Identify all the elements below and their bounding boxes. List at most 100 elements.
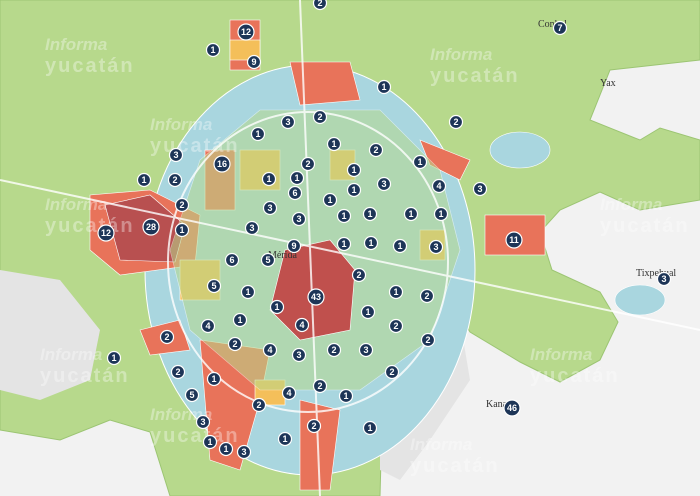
marker: 1: [232, 312, 248, 328]
marker-label: 2: [317, 381, 322, 391]
marker: 2: [448, 114, 464, 130]
marker-dot: [326, 136, 342, 152]
marker-dot: [246, 54, 262, 70]
marker-dot: [656, 271, 672, 287]
marker-dot: [428, 239, 444, 255]
marker: 1: [336, 208, 352, 224]
watermark: Informa: [150, 115, 212, 134]
place-label: Conkal: [538, 19, 567, 30]
grey-area: [0, 270, 100, 400]
marker: 1: [240, 284, 256, 300]
marker-dot: [232, 312, 248, 328]
marker: 3: [376, 176, 392, 192]
marker: 2: [312, 0, 328, 11]
marker: 2: [384, 364, 400, 380]
marker-label: 46: [507, 403, 517, 413]
marker-label: 1: [179, 225, 184, 235]
marker-dot: [240, 284, 256, 300]
marker: 4: [431, 178, 447, 194]
marker: 2: [167, 172, 183, 188]
marker: 2: [351, 267, 367, 283]
marker-label: 2: [232, 339, 237, 349]
marker-label: 3: [296, 214, 301, 224]
marker: 3: [280, 114, 296, 130]
marker-label: 4: [436, 181, 441, 191]
marker: 3: [428, 239, 444, 255]
marker-label: 2: [389, 367, 394, 377]
marker-dot: [376, 176, 392, 192]
marker: 1: [269, 299, 285, 315]
watermark: Informa: [600, 195, 662, 214]
marker-dot: [195, 414, 211, 430]
marker: 1: [206, 371, 222, 387]
marker-label: 2: [424, 291, 429, 301]
marker-label: 2: [331, 345, 336, 355]
marker: 1: [362, 420, 378, 436]
marker-label: 5: [211, 281, 216, 291]
marker: 1: [261, 171, 277, 187]
marker: 1: [205, 42, 221, 58]
marker: 4: [281, 385, 297, 401]
marker: 3: [195, 414, 211, 430]
marker-dot: [312, 378, 328, 394]
marker-dot: [376, 79, 392, 95]
marker-dot: [277, 431, 293, 447]
marker-dot: [280, 114, 296, 130]
marker-dot: [142, 218, 160, 236]
marker-label: 2: [256, 400, 261, 410]
marker-label: 16: [217, 159, 227, 169]
marker-label: 1: [367, 423, 372, 433]
marker-dot: [236, 444, 252, 460]
watermark: yucatán: [45, 55, 135, 77]
marker: 3: [244, 220, 260, 236]
marker-label: 2: [179, 200, 184, 210]
marker: 1: [363, 235, 379, 251]
marker-dot: [307, 288, 325, 306]
marker: 1: [338, 388, 354, 404]
marker-dot: [260, 252, 276, 268]
marker: 3: [168, 147, 184, 163]
marker-dot: [388, 284, 404, 300]
marker-label: 2: [317, 0, 322, 8]
marker: 1: [346, 182, 362, 198]
marker-dot: [552, 20, 568, 36]
marker-dot: [360, 304, 376, 320]
marker-label: 1: [381, 82, 386, 92]
marker-dot: [286, 238, 302, 254]
marker: 2: [159, 329, 175, 345]
marker-label: 5: [265, 255, 270, 265]
watermark: yucatán: [45, 215, 135, 237]
marker-label: 3: [249, 223, 254, 233]
marker-label: 1: [408, 209, 413, 219]
place-label: Mérida: [268, 250, 297, 261]
marker: 2: [306, 418, 322, 434]
marker: 1: [136, 172, 152, 188]
marker-dot: [167, 172, 183, 188]
marker-dot: [431, 178, 447, 194]
marker: 2: [174, 197, 190, 213]
marker: 6: [224, 252, 240, 268]
marker: 3: [291, 347, 307, 363]
marker-label: 1: [327, 195, 332, 205]
marker-label: 2: [311, 421, 316, 431]
marker-dot: [213, 155, 231, 173]
marker-label: 1: [223, 444, 228, 454]
marker-dot: [312, 109, 328, 125]
marker: 3: [358, 342, 374, 358]
marker-dot: [184, 387, 200, 403]
watermark: Informa: [410, 435, 472, 454]
marker: 4: [294, 317, 310, 333]
marker: 9: [286, 238, 302, 254]
marker-dot: [262, 200, 278, 216]
marker-label: 7: [557, 23, 562, 33]
marker-label: 1: [365, 307, 370, 317]
marker-label: 5: [189, 390, 194, 400]
marker-dot: [170, 364, 186, 380]
marker: 16: [213, 155, 231, 173]
marker-label: 11: [509, 235, 519, 245]
marker-dot: [358, 342, 374, 358]
marker-label: 9: [291, 241, 296, 251]
marker: 43: [307, 288, 325, 306]
marker-dot: [281, 385, 297, 401]
